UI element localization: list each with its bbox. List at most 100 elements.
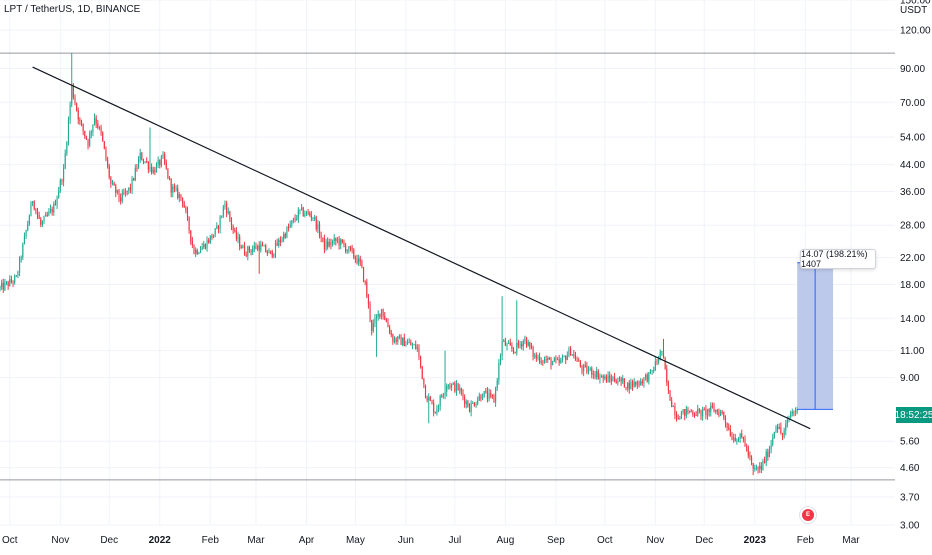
candle-up [563, 356, 565, 358]
candle-down [628, 382, 630, 390]
candle-down [211, 235, 213, 238]
price-tick-label: 36.00 [900, 187, 925, 198]
candle-up [561, 356, 564, 360]
candle-down [426, 398, 428, 401]
candle-up [175, 188, 177, 190]
candle-down [330, 241, 332, 245]
candle-down [662, 351, 665, 358]
candle-up [413, 344, 415, 346]
candle-down [467, 401, 469, 407]
candle-up [4, 282, 6, 290]
candle-down [193, 244, 195, 254]
price-axis[interactable]: USDT 150.00 120.00 90.00 70.00 54.00 44.00 36.… [900, 0, 931, 532]
candle-up [651, 370, 653, 372]
candle-up [346, 250, 348, 252]
candle-down [573, 354, 575, 356]
candle-down [146, 161, 148, 163]
price-tick-label: 18.00 [900, 280, 925, 291]
candle-down [700, 409, 702, 417]
candle-down [610, 378, 612, 382]
candle-down [441, 396, 443, 398]
candle-down [669, 390, 671, 401]
candle-down [623, 378, 625, 388]
candle-down [555, 358, 557, 360]
time-tick-label: Dec [100, 535, 118, 546]
dividends-event-icon[interactable]: E [799, 506, 817, 524]
candle-up [206, 240, 208, 249]
candle-up [260, 244, 262, 251]
candle-down [454, 383, 456, 392]
candle-up [195, 249, 197, 254]
candle-down [749, 455, 751, 457]
candle-down [76, 103, 78, 111]
candle-up [273, 253, 275, 257]
candle-up [53, 203, 55, 213]
time-tick-label: Oct [597, 535, 613, 546]
candle-up [9, 279, 11, 287]
candle-up [478, 395, 480, 401]
candle-up [22, 243, 24, 258]
candle-down [542, 361, 544, 363]
candle-down [530, 346, 533, 348]
price-tick-label: 120.00 [900, 25, 931, 36]
candle-up [408, 342, 410, 344]
candle-up [739, 433, 741, 440]
candle-up [702, 409, 704, 417]
candle-up [501, 341, 503, 356]
candle-down [597, 370, 599, 379]
candle-up [719, 411, 722, 416]
time-axis[interactable]: Oct Nov Dec 2022 Feb Mar Apr May Jun Jul Aug Sep Oct… [2, 535, 860, 546]
price-tick-label: 22.00 [900, 253, 925, 264]
candle-up [23, 235, 26, 244]
candle-up [543, 359, 546, 363]
candle-down [327, 241, 329, 247]
candle-up [560, 359, 562, 364]
candle-down [147, 162, 149, 170]
candle-down [493, 396, 495, 403]
candle-up [67, 119, 70, 143]
candle-down [108, 165, 110, 178]
candle-down [449, 385, 451, 388]
candle-down [716, 410, 718, 412]
candle-down [180, 194, 182, 198]
candle-down [698, 409, 700, 411]
candle-up [465, 401, 467, 404]
candle-up [134, 168, 136, 180]
candle-up [636, 381, 638, 385]
candle-up [281, 239, 283, 242]
candle-up [124, 190, 127, 194]
candle-down [473, 402, 475, 406]
candle-up [790, 413, 792, 418]
candle-down [186, 210, 189, 218]
candle-down [335, 238, 337, 241]
candle-up [336, 239, 339, 241]
candle-up [556, 359, 559, 361]
candle-up [654, 361, 656, 371]
candle-down [565, 356, 567, 361]
candle-up [477, 400, 479, 405]
candle-down [723, 411, 725, 419]
candle-down [485, 391, 487, 393]
candle-up [710, 405, 712, 412]
candle-up [481, 397, 484, 400]
candle-up [791, 411, 793, 414]
chart-pane[interactable] [0, 0, 895, 525]
candle-up [155, 164, 158, 173]
candle-down [100, 127, 102, 133]
candle-up [592, 373, 594, 375]
symbol-title[interactable]: LPT / TetherUS, 1D, BINANCE [4, 4, 141, 15]
candle-up [762, 460, 764, 470]
candle-down [525, 337, 528, 347]
candle-down [666, 368, 668, 383]
candle-up [459, 388, 461, 391]
candle-down [602, 376, 604, 379]
candle-down [486, 391, 489, 399]
candle-down [72, 86, 74, 98]
current-price-tag: 18:52:25 [895, 407, 932, 423]
candle-down [261, 244, 264, 247]
candle-down [345, 245, 347, 252]
candle-down [265, 245, 267, 253]
candle-up [252, 248, 254, 252]
